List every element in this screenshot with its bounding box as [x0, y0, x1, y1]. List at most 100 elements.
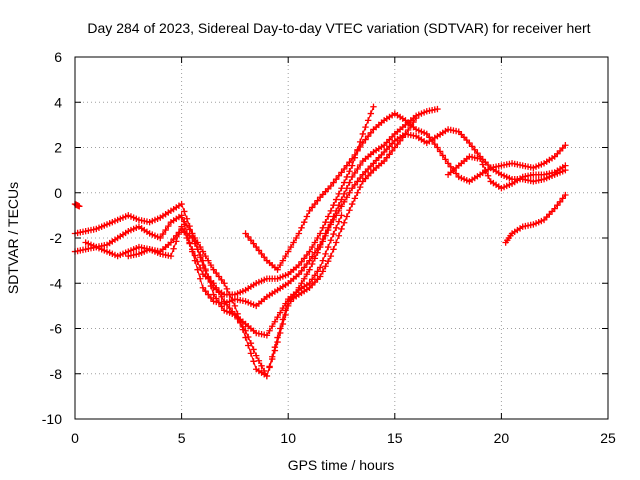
data-point [362, 123, 369, 131]
y-tick-label: 4 [54, 94, 62, 110]
data-point [175, 230, 183, 238]
data-point [319, 238, 327, 245]
data-point [183, 222, 191, 229]
data-point [167, 252, 175, 260]
data-point [327, 237, 335, 244]
data-point [218, 293, 225, 301]
data-point [170, 245, 177, 252]
y-tick-label: -6 [50, 321, 63, 337]
data-point [356, 183, 364, 191]
data-point [277, 329, 284, 337]
data-point [306, 257, 313, 264]
data-point [178, 223, 185, 230]
data-point [165, 222, 172, 230]
data-point [327, 221, 335, 228]
data-point [300, 275, 308, 282]
data-point [444, 160, 452, 167]
data-point [261, 254, 268, 261]
data-point [266, 327, 273, 334]
data-point [388, 147, 396, 155]
data-point [300, 255, 308, 262]
y-tick-label: 0 [54, 185, 62, 201]
data-point [202, 252, 209, 260]
data-point [274, 266, 281, 273]
data-point [346, 207, 353, 214]
data-series [242, 110, 569, 273]
data-point [292, 234, 300, 242]
data-point [229, 308, 236, 315]
data-point [367, 129, 375, 136]
data-point [159, 230, 167, 238]
y-tick-label: -2 [50, 230, 63, 246]
data-point [247, 237, 255, 244]
data-point [386, 151, 393, 158]
data-point [324, 243, 332, 251]
data-point [335, 218, 343, 225]
data-point [340, 190, 348, 198]
data-point [306, 266, 313, 273]
data-point [269, 323, 276, 330]
y-tick-label: -10 [42, 411, 62, 427]
data-point [338, 169, 345, 176]
data-point [277, 261, 284, 269]
data-point [194, 258, 201, 265]
y-tick-label: -4 [50, 275, 63, 291]
data-series [71, 105, 441, 310]
data-point [303, 271, 311, 278]
data-point [362, 136, 369, 143]
data-point [245, 342, 252, 349]
data-point [332, 212, 340, 219]
data-point [311, 272, 319, 279]
data-point [354, 165, 361, 173]
data-point [258, 250, 265, 258]
data-point [348, 155, 356, 163]
data-point [436, 148, 444, 155]
data-point [562, 142, 569, 149]
data-point [327, 252, 335, 260]
data-point [324, 226, 332, 234]
data-point [354, 147, 361, 155]
data-point [181, 229, 188, 236]
data-point [348, 185, 356, 192]
data-series [178, 126, 569, 380]
data-point [314, 197, 321, 204]
data-point [274, 313, 281, 321]
data-point [335, 172, 343, 179]
data-point [556, 198, 564, 205]
data-point [295, 271, 303, 278]
data-point [559, 195, 566, 202]
data-point [197, 275, 204, 282]
axis-ticks: 0 5 10 15 20 25 -10 -8 -6 -4 -2 0 2 4 6 [42, 49, 616, 446]
data-point [322, 263, 329, 270]
data-point [162, 226, 169, 234]
data-point [215, 289, 223, 296]
data-point [285, 302, 292, 310]
data-point [223, 301, 231, 308]
data-point [300, 218, 308, 226]
data-point [562, 162, 569, 169]
data-point [202, 265, 209, 273]
data-point [181, 208, 188, 215]
data-point [356, 143, 364, 151]
data-point [423, 130, 430, 138]
data-point [215, 273, 223, 280]
data-point [356, 174, 364, 182]
data-point [226, 291, 233, 298]
x-tick-label: 20 [494, 430, 510, 446]
data-point [221, 280, 228, 287]
data-point [343, 194, 351, 201]
x-tick-label: 10 [280, 430, 296, 446]
data-point [354, 189, 361, 196]
data-point [213, 269, 220, 277]
data-point [316, 273, 324, 280]
data-point [210, 266, 217, 273]
data-point [199, 284, 207, 291]
data-point [223, 285, 231, 293]
data-point [348, 173, 356, 181]
data-point [189, 246, 196, 253]
data-point [242, 334, 249, 341]
data-point [213, 295, 220, 302]
data-point [285, 248, 292, 255]
data-point [308, 260, 316, 268]
data-point [210, 280, 217, 287]
